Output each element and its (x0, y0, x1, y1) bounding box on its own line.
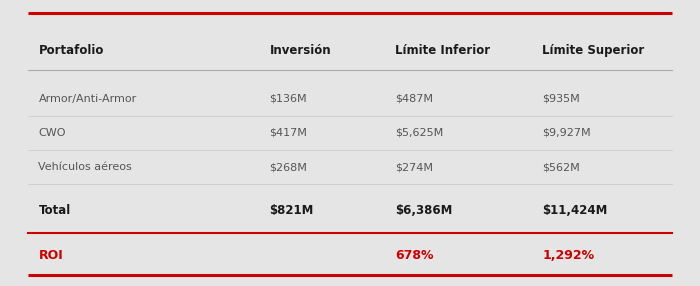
Text: 678%: 678% (395, 249, 434, 262)
Text: $487M: $487M (395, 94, 433, 104)
Text: $9,927M: $9,927M (542, 128, 591, 138)
Text: 1,292%: 1,292% (542, 249, 594, 262)
Text: Total: Total (38, 204, 71, 217)
Text: Inversión: Inversión (270, 43, 331, 57)
Text: $821M: $821M (270, 204, 314, 217)
Text: $417M: $417M (270, 128, 307, 138)
Text: $5,625M: $5,625M (395, 128, 444, 138)
Text: $268M: $268M (270, 162, 307, 172)
Text: $6,386M: $6,386M (395, 204, 453, 217)
Text: CWO: CWO (38, 128, 66, 138)
Text: $136M: $136M (270, 94, 307, 104)
Text: $11,424M: $11,424M (542, 204, 608, 217)
Text: Portafolio: Portafolio (38, 43, 104, 57)
Text: $274M: $274M (395, 162, 433, 172)
Text: Armor/Anti-Armor: Armor/Anti-Armor (38, 94, 136, 104)
Text: Límite Inferior: Límite Inferior (395, 43, 491, 57)
Text: ROI: ROI (38, 249, 63, 262)
Text: Límite Superior: Límite Superior (542, 43, 645, 57)
Text: $935M: $935M (542, 94, 580, 104)
Text: $562M: $562M (542, 162, 580, 172)
Text: Vehículos aéreos: Vehículos aéreos (38, 162, 132, 172)
